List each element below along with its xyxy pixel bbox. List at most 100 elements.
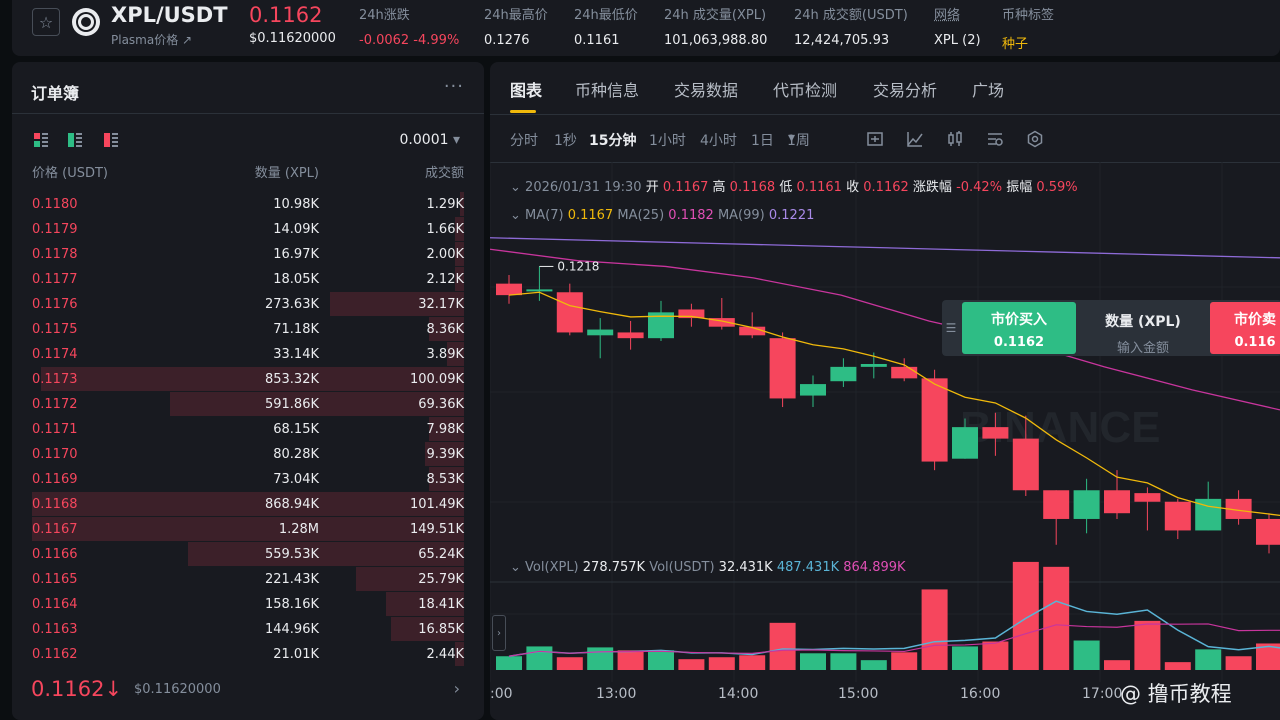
quantity-input[interactable]: 数量 (XPL) 输入金额 <box>1076 302 1210 356</box>
ask-qty: 14.09K <box>273 222 319 237</box>
depth-bar <box>455 642 464 666</box>
orderbook-row[interactable]: 0.1168 868.94K 101.49K <box>12 492 484 517</box>
chevron-right-icon[interactable]: › <box>453 679 460 698</box>
orderbook-row[interactable]: 0.1163 144.96K 16.85K <box>12 617 484 642</box>
interval-4[interactable]: 4小时 <box>700 133 737 149</box>
tab-0[interactable]: 图表 <box>510 81 543 100</box>
orderbook-row[interactable]: 0.1166 559.53K 65.24K <box>12 542 484 567</box>
volume-bar <box>1012 561 1039 670</box>
interval-1[interactable]: 1秒 <box>554 133 577 149</box>
candle-type-icon[interactable] <box>946 130 964 148</box>
ask-price: 0.1168 <box>32 497 78 512</box>
depth-bar <box>40 367 464 391</box>
orderbook-row[interactable]: 0.1179 14.09K 1.66K <box>12 217 484 242</box>
interval-5[interactable]: 1日 <box>751 133 774 149</box>
depth-bar <box>425 442 464 466</box>
candle-body <box>617 332 644 339</box>
hexagon-settings-icon[interactable] <box>1026 130 1044 148</box>
orderbook-row[interactable]: 0.1171 68.15K 7.98K <box>12 417 484 442</box>
tab-5[interactable]: 广场 <box>972 81 1005 100</box>
depth-bar <box>455 242 464 266</box>
orderbook-row[interactable]: 0.1169 73.04K 8.53K <box>12 467 484 492</box>
volume-bar <box>1043 566 1070 670</box>
scroll-left-button[interactable]: › <box>492 615 506 651</box>
buy-label: 市价买入 <box>991 312 1047 328</box>
low-label: 低 <box>779 180 793 195</box>
orderbook-row[interactable]: 0.1173 853.32K 100.09K <box>12 367 484 392</box>
ask-total: 16.85K <box>418 622 464 637</box>
ask-price: 0.1162 <box>32 647 78 662</box>
more-intervals-caret-icon[interactable]: ▾ <box>788 130 796 146</box>
coin-price-link[interactable]: Plasma价格 ↗ <box>111 33 193 47</box>
sell-price: 0.116 <box>1234 335 1276 350</box>
favorite-star-icon[interactable]: ☆ <box>32 8 60 36</box>
change-label: 涨跌幅 <box>912 180 952 195</box>
volume-bar <box>1164 662 1191 670</box>
ma7-label: MA(7) <box>525 208 564 223</box>
orderbook-row[interactable]: 0.1178 16.97K 2.00K <box>12 242 484 267</box>
market-sell-button[interactable]: 市价卖 0.116 <box>1210 302 1280 354</box>
orderbook-row[interactable]: 0.1164 158.16K 18.41K <box>12 592 484 617</box>
volu-label: Vol(USDT) <box>649 560 715 575</box>
orderbook-row[interactable]: 0.1174 33.14K 3.89K <box>12 342 484 367</box>
indicator-icon[interactable] <box>866 130 884 148</box>
volume-bar <box>648 650 674 670</box>
line-chart-icon[interactable] <box>906 130 924 148</box>
tab-3[interactable]: 代币检测 <box>773 81 838 100</box>
collapse-caret-icon[interactable]: ⌄ <box>510 208 521 223</box>
orderbook-row[interactable]: 0.1175 71.18K 8.36K <box>12 317 484 342</box>
orderbook-row[interactable]: 0.1180 10.98K 1.29K <box>12 192 484 217</box>
orderbook-row[interactable]: 0.1172 591.86K 69.36K <box>12 392 484 417</box>
collapse-caret-icon[interactable]: ⌄ <box>510 560 521 575</box>
orderbook-bids-icon[interactable] <box>68 133 82 147</box>
orderbook-row[interactable]: 0.1177 18.05K 2.12K <box>12 267 484 292</box>
qty-placeholder: 输入金额 <box>1116 341 1169 356</box>
ask-qty: 144.96K <box>264 622 319 637</box>
orderbook-title: 订单簿 <box>31 84 80 103</box>
orderbook-both-icon[interactable] <box>34 133 48 147</box>
collapse-caret-icon[interactable]: ⌄ <box>510 180 521 195</box>
ask-total: 18.41K <box>418 597 464 612</box>
ask-total: 65.24K <box>418 547 464 562</box>
market-buy-button[interactable]: 市价买入 0.1162 <box>962 302 1076 354</box>
xpl-coin-logo <box>72 8 100 36</box>
interval-0[interactable]: 分时 <box>510 133 538 149</box>
pair-title[interactable]: XPL/USDT <box>111 3 228 27</box>
orderbook-row[interactable]: 0.1162 21.01K 2.44K <box>12 642 484 667</box>
orderbook-last-price-usd: $0.11620000 <box>134 682 221 697</box>
interval-3[interactable]: 1小时 <box>649 133 686 149</box>
volume-bar <box>739 655 766 670</box>
candle-body <box>1012 438 1039 491</box>
ask-price: 0.1178 <box>32 247 78 262</box>
orderbook-row[interactable]: 0.1170 80.28K 9.39K <box>12 442 484 467</box>
last-price: 0.1162 <box>249 3 323 27</box>
ask-total: 8.53K <box>426 472 464 487</box>
vol-value: 278.757K <box>582 560 646 575</box>
tab-1[interactable]: 币种信息 <box>575 81 640 100</box>
interval-6[interactable]: 1周 <box>787 133 810 149</box>
tab-4[interactable]: 交易分析 <box>873 81 938 100</box>
candle-body <box>708 318 735 327</box>
chart-settings-icon[interactable] <box>986 130 1004 148</box>
stat-value: XPL (2) <box>934 33 981 48</box>
orderbook-last-price: 0.1162↓ <box>31 677 123 701</box>
stat-value: 101,063,988.80 <box>664 33 768 48</box>
drag-handle-icon[interactable]: ☰ <box>945 321 957 335</box>
volume-bar <box>800 653 826 670</box>
interval-2[interactable]: 15分钟 <box>589 133 637 149</box>
orderbook-asks-icon[interactable] <box>104 133 118 147</box>
volume-bar <box>921 589 948 670</box>
stat-label: 币种标签 <box>1002 8 1055 23</box>
source-watermark: @ 撸币教程 <box>1120 682 1232 706</box>
more-icon[interactable]: ··· <box>443 76 464 97</box>
orderbook-row[interactable]: 0.1176 273.63K 32.17K <box>12 292 484 317</box>
orderbook-row[interactable]: 0.1165 221.43K 25.79K <box>12 567 484 592</box>
ma99-line <box>490 237 1280 259</box>
volume-bar <box>526 646 553 670</box>
orderbook-row[interactable]: 0.1167 1.28M 149.51K <box>12 517 484 542</box>
ask-qty: 221.43K <box>264 572 319 587</box>
precision-select[interactable]: 0.0001 ▾ <box>400 132 460 148</box>
close-value: 0.1162 <box>863 180 909 195</box>
tab-2[interactable]: 交易数据 <box>674 81 739 100</box>
